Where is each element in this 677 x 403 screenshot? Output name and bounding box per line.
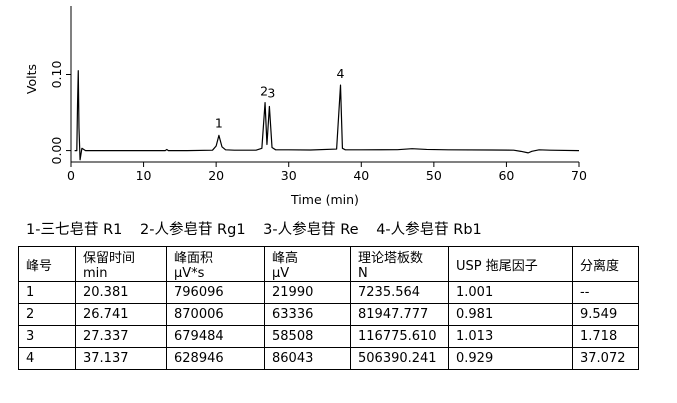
header-line-1: 保留时间 [83, 251, 136, 266]
table-header-row: 峰号 保留时间 min 峰面积 μV*s 峰高 μV 理论塔板数 N USP 拖… [18, 246, 639, 282]
cell-peak-height: 21990 [264, 281, 351, 304]
header-line-1: 理论塔板数 [358, 251, 424, 266]
cell-peak-area: 628946 [166, 347, 265, 370]
x-tick-label: 0 [67, 168, 75, 183]
header-line-1: USP 拖尾因子 [456, 258, 538, 274]
cell-retention-time: 20.381 [75, 281, 167, 304]
header-peak-area: 峰面积 μV*s [166, 246, 265, 282]
cell-theoretical-plates: 81947.777 [350, 303, 449, 326]
header-line-1: 峰高 [272, 251, 299, 266]
cell-resolution: 1.718 [572, 325, 639, 348]
peak-label: 3 [267, 85, 275, 100]
x-tick-label: 60 [498, 168, 514, 183]
table-row: 1 20.381 796096 21990 7235.564 1.001 -- [18, 281, 639, 304]
header-line-1: 峰面积 [174, 251, 214, 266]
header-line-2: μV*s [174, 266, 205, 281]
x-tick-label: 40 [353, 168, 369, 183]
cell-peak-no: 2 [18, 303, 76, 326]
header-line-2: N [358, 266, 368, 281]
table-row: 3 27.337 679484 58508 116775.610 1.013 1… [18, 325, 639, 348]
peak-results-table: 峰号 保留时间 min 峰面积 μV*s 峰高 μV 理论塔板数 N USP 拖… [18, 246, 639, 370]
cell-peak-height: 86043 [264, 347, 351, 370]
compound-legend: 1-三七皂苷 R1 2-人参皂苷 Rg1 3-人参皂苷 Re 4-人参皂苷 Rb… [26, 218, 495, 239]
header-usp-tailing: USP 拖尾因子 [448, 246, 573, 282]
cell-peak-no: 3 [18, 325, 76, 348]
cell-usp-tailing: 0.981 [448, 303, 573, 326]
table-row: 4 37.137 628946 86043 506390.241 0.929 3… [18, 347, 639, 370]
cell-resolution: -- [572, 281, 639, 304]
cell-peak-area: 679484 [166, 325, 265, 348]
cell-retention-time: 27.337 [75, 325, 167, 348]
cell-resolution: 9.549 [572, 303, 639, 326]
legend-item: 1-三七皂苷 R1 [26, 222, 123, 238]
cell-usp-tailing: 1.001 [448, 281, 573, 304]
cell-theoretical-plates: 7235.564 [350, 281, 449, 304]
x-tick-label: 70 [571, 168, 587, 183]
cell-peak-height: 58508 [264, 325, 351, 348]
legend-item: 4-人参皂苷 Rb1 [376, 222, 482, 238]
peak-label: 1 [215, 115, 223, 130]
legend-item: 3-人参皂苷 Re [263, 222, 359, 238]
y-tick-label: 0.10 [49, 61, 64, 89]
y-axis-label: Volts [24, 64, 39, 94]
cell-peak-area: 796096 [166, 281, 265, 304]
header-line-2: min [83, 266, 108, 281]
cell-usp-tailing: 0.929 [448, 347, 573, 370]
cell-usp-tailing: 1.013 [448, 325, 573, 348]
header-line-1: 峰号 [26, 258, 53, 274]
cell-retention-time: 37.137 [75, 347, 167, 370]
peak-label: 4 [337, 66, 345, 81]
header-peak-no: 峰号 [18, 246, 76, 282]
cell-peak-no: 1 [18, 281, 76, 304]
header-resolution: 分离度 [572, 246, 639, 282]
chart-axes [70, 6, 579, 163]
chromatogram-trace-group [74, 70, 580, 161]
legend-item: 2-人参皂苷 Rg1 [139, 222, 246, 238]
header-theoretical-plates: 理论塔板数 N [350, 246, 449, 282]
peak-labels: 1 2 3 4 [215, 66, 345, 130]
table-row: 2 26.741 870006 63336 81947.777 0.981 9.… [18, 303, 639, 326]
cell-resolution: 37.072 [572, 347, 639, 370]
x-tick-label: 20 [208, 168, 224, 183]
cell-theoretical-plates: 116775.610 [350, 325, 449, 348]
chart-ticks: 0 10 20 30 40 50 60 70 0.00 0.10 [49, 61, 587, 183]
chromatogram-chart: 0 10 20 30 40 50 60 700.000.10 12 34 Time (min) … [24, 6, 587, 207]
x-tick-label: 10 [136, 168, 152, 183]
cell-peak-no: 4 [18, 347, 76, 370]
header-line-2: μV [272, 266, 290, 281]
chromatogram-trace [74, 70, 580, 161]
cell-retention-time: 26.741 [75, 303, 167, 326]
header-line-1: 分离度 [580, 258, 620, 274]
cell-theoretical-plates: 506390.241 [350, 347, 449, 370]
cell-peak-height: 63336 [264, 303, 351, 326]
x-tick-label: 30 [281, 168, 297, 183]
x-tick-label: 50 [426, 168, 442, 183]
y-tick-label: 0.00 [49, 137, 64, 165]
peak-label: 2 [260, 84, 268, 99]
header-peak-height: 峰高 μV [264, 246, 351, 282]
cell-peak-area: 870006 [166, 303, 265, 326]
x-axis-label: Time (min) [290, 192, 359, 207]
header-retention-time: 保留时间 min [75, 246, 167, 282]
